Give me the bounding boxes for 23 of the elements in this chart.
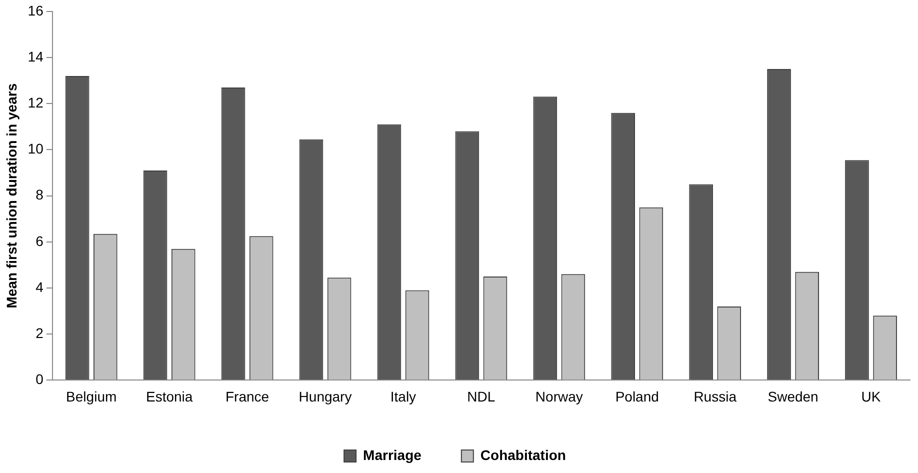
x-tick-label: Russia (694, 388, 737, 404)
y-axis-title: Mean first union duration in years (3, 83, 20, 308)
legend-label: Marriage (363, 446, 422, 463)
x-tick-label: France (226, 388, 270, 404)
y-tick-label: 4 (36, 278, 44, 295)
y-tick-label: 16 (28, 2, 44, 18)
x-tick-label: Sweden (768, 388, 818, 404)
y-tick-label: 8 (36, 186, 44, 203)
x-tick-label: UK (861, 388, 882, 404)
x-tick-label: Italy (390, 388, 416, 404)
x-tick-label: Hungary (298, 388, 352, 404)
y-tick-label: 10 (28, 140, 44, 157)
legend-label: Cohabitation (480, 446, 566, 463)
y-tick-label: 14 (28, 48, 44, 64)
x-tick-label: Norway (535, 388, 583, 404)
x-tick-label: Belgium (66, 388, 117, 404)
y-tick-label: 12 (28, 94, 44, 110)
y-tick-label: 0 (36, 371, 44, 388)
x-tick-label: NDL (467, 388, 496, 404)
y-tick-label: 2 (36, 324, 44, 341)
y-tick-label: 6 (36, 232, 44, 249)
x-tick-label: Estonia (146, 388, 193, 404)
x-tick-label: Poland (615, 388, 659, 404)
